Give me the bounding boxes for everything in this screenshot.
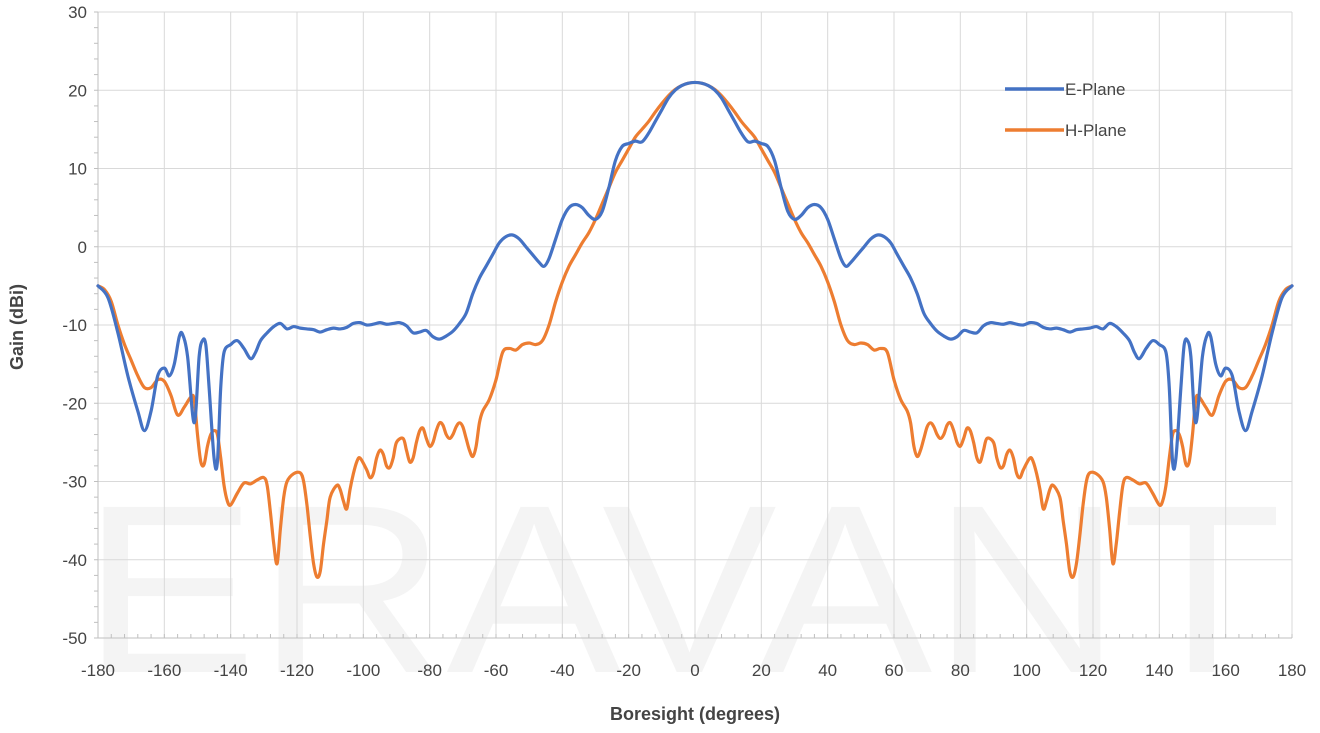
x-tick-label: -20 [616, 661, 641, 680]
y-tick-label: -10 [62, 316, 87, 335]
x-tick-label: -140 [214, 661, 248, 680]
x-tick-label: 20 [752, 661, 771, 680]
legend-item-h-plane: H-Plane [1005, 121, 1126, 140]
x-tick-label: -120 [280, 661, 314, 680]
legend: E-Plane H-Plane [1005, 80, 1126, 140]
x-tick-label: -160 [147, 661, 181, 680]
x-tick-label: -80 [417, 661, 442, 680]
x-axis-title: Boresight (degrees) [610, 704, 780, 724]
series-line-e-plane [96, 80, 1294, 471]
x-tick-label: 100 [1012, 661, 1040, 680]
watermark: ERAVANT [82, 455, 1282, 723]
x-tick-label: 80 [951, 661, 970, 680]
x-tick-label: -100 [346, 661, 380, 680]
x-tick-label: 160 [1211, 661, 1239, 680]
x-tick-label: 180 [1278, 661, 1306, 680]
y-axis-title: Gain (dBi) [7, 284, 27, 370]
x-tick-label: 60 [885, 661, 904, 680]
legend-item-e-plane: E-Plane [1005, 80, 1125, 99]
y-tick-label: -30 [62, 473, 87, 492]
y-tick-label: -20 [62, 394, 87, 413]
x-tick-label: -60 [484, 661, 509, 680]
legend-label-e-plane: E-Plane [1065, 80, 1125, 99]
axis-layer [94, 11, 1293, 639]
y-tick-label: 30 [68, 3, 87, 22]
y-tick-label: 10 [68, 160, 87, 179]
x-tick-label: -40 [550, 661, 575, 680]
y-tick-label: 0 [78, 238, 87, 257]
x-tick-label: 40 [818, 661, 837, 680]
x-tick-label: 120 [1079, 661, 1107, 680]
legend-label-h-plane: H-Plane [1065, 121, 1126, 140]
x-tick-label: -180 [81, 661, 115, 680]
y-tick-label: 20 [68, 81, 87, 100]
x-tick-label: 140 [1145, 661, 1173, 680]
y-tick-label: -40 [62, 551, 87, 570]
series-layer [96, 80, 1294, 580]
x-tick-label: 0 [690, 661, 699, 680]
y-tick-label: -50 [62, 629, 87, 648]
